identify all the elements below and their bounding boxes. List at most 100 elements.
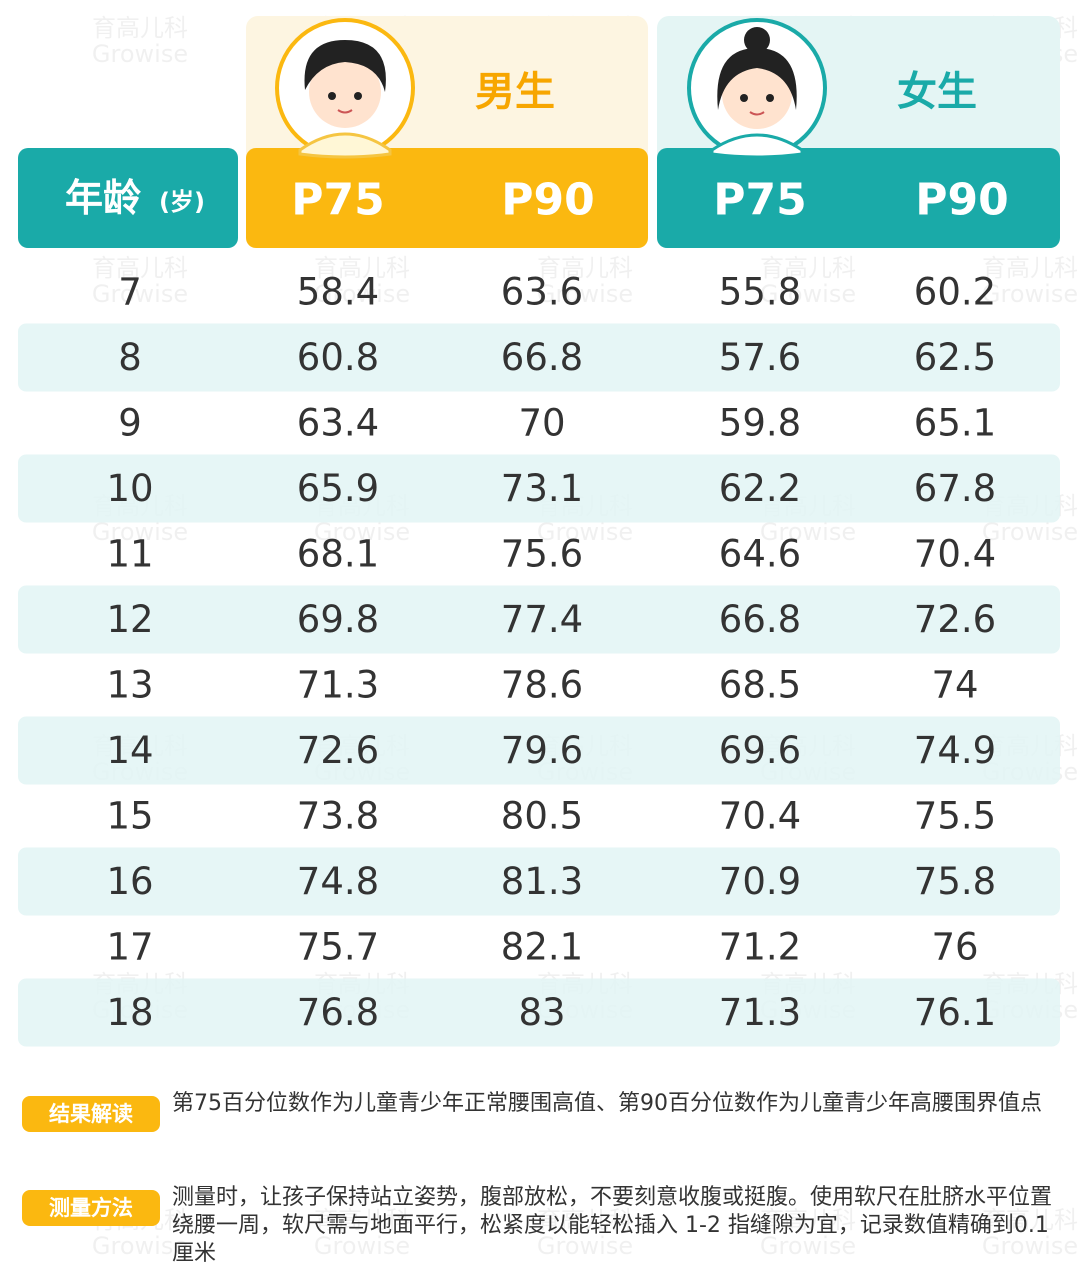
watermark-en: Growise xyxy=(760,518,856,546)
value-cell: 83 xyxy=(518,991,565,1034)
value-cell: 73.1 xyxy=(501,467,583,510)
value-cell: 79.6 xyxy=(501,729,583,772)
value-cell: 59.8 xyxy=(719,402,801,445)
value-cell: 65.1 xyxy=(914,402,996,445)
value-cell: 76.8 xyxy=(297,991,379,1034)
value-cell: 58.4 xyxy=(297,271,379,314)
value-cell: 67.8 xyxy=(914,467,996,510)
value-cell: 70.9 xyxy=(719,860,801,903)
row-stripe xyxy=(18,323,1060,392)
age-cell: 11 xyxy=(106,533,153,576)
value-cell: 69.8 xyxy=(297,598,379,641)
watermark-en: Growise xyxy=(760,280,856,308)
watermark-en: Growise xyxy=(92,280,188,308)
value-cell: 62.2 xyxy=(719,467,801,510)
girls-title: 女生 xyxy=(897,69,977,115)
watermark-cn: 育高儿科 xyxy=(982,1206,1078,1234)
value-cell: 66.8 xyxy=(501,336,583,379)
value-cell: 82.1 xyxy=(501,926,583,969)
row-stripe xyxy=(18,847,1060,916)
age-header: 年龄 xyxy=(65,176,141,220)
value-cell: 81.3 xyxy=(501,860,583,903)
column-header: P75 xyxy=(291,175,384,226)
watermark-cn: 育高儿科 xyxy=(314,254,410,282)
column-header: P90 xyxy=(915,175,1008,226)
value-cell: 64.6 xyxy=(719,533,801,576)
value-cell: 74.8 xyxy=(297,860,379,903)
age-cell: 9 xyxy=(118,402,142,445)
watermark-cn: 育高儿科 xyxy=(537,1206,633,1234)
boys-title: 男生 xyxy=(475,69,555,115)
note-text: 第75百分位数作为儿童青少年正常腰围高值、第90百分位数作为儿童青少年高腰围界值… xyxy=(172,1091,1042,1116)
value-cell: 75.7 xyxy=(297,926,379,969)
watermark-cn: 育高儿科 xyxy=(92,14,188,42)
watermark-en: Growise xyxy=(982,518,1078,546)
girls-header-band xyxy=(657,148,1060,248)
note-label: 结果解读 xyxy=(22,1096,160,1132)
watermark-en: Growise xyxy=(760,1232,856,1260)
value-cell: 77.4 xyxy=(501,598,583,641)
value-cell: 75.5 xyxy=(914,795,996,838)
value-cell: 60.8 xyxy=(297,336,379,379)
watermark-en: Growise xyxy=(537,1232,633,1260)
watermark-en: Growise xyxy=(537,280,633,308)
age-cell: 17 xyxy=(106,926,153,969)
age-header-box xyxy=(18,148,238,248)
column-header: P90 xyxy=(501,175,594,226)
value-cell: 70 xyxy=(518,402,565,445)
value-cell: 69.6 xyxy=(719,729,801,772)
watermark-en: Growise xyxy=(537,518,633,546)
watermark-en: Growise xyxy=(92,518,188,546)
age-cell: 7 xyxy=(118,271,142,314)
value-cell: 76 xyxy=(931,926,978,969)
boy-avatar xyxy=(275,18,415,159)
value-cell: 74 xyxy=(931,664,978,707)
watermark-en: Growise xyxy=(314,518,410,546)
value-cell: 73.8 xyxy=(297,795,379,838)
value-cell: 74.9 xyxy=(914,729,996,772)
note: 测量方法 测量时，让孩子保持站立姿势，腹部放松，不要刻意收腹或挺腹。使用软尺在肚… xyxy=(22,1185,1052,1268)
age-cell: 14 xyxy=(106,729,153,772)
age-cell: 8 xyxy=(118,336,142,379)
row-stripe xyxy=(18,585,1060,654)
age-cell: 10 xyxy=(106,467,153,510)
row-stripe xyxy=(18,454,1060,523)
value-cell: 72.6 xyxy=(297,729,379,772)
value-cell: 60.2 xyxy=(914,271,996,314)
watermark-en: Growise xyxy=(982,280,1078,308)
age-cell: 13 xyxy=(106,664,153,707)
age-unit: (岁) xyxy=(159,188,205,216)
age-cell: 18 xyxy=(106,991,153,1034)
value-cell: 78.6 xyxy=(501,664,583,707)
watermark-cn: 育高儿科 xyxy=(92,254,188,282)
value-cell: 76.1 xyxy=(914,991,996,1034)
value-cell: 70.4 xyxy=(914,533,996,576)
value-cell: 80.5 xyxy=(501,795,583,838)
age-cell: 15 xyxy=(106,795,153,838)
watermark-en: Growise xyxy=(314,1232,410,1260)
value-cell: 75.6 xyxy=(501,533,583,576)
value-cell: 63.4 xyxy=(297,402,379,445)
value-cell: 57.6 xyxy=(719,336,801,379)
watermark-cn: 育高儿科 xyxy=(760,254,856,282)
watermark-cn: 育高儿科 xyxy=(314,1206,410,1234)
watermark-en: Growise xyxy=(314,280,410,308)
watermark-cn: 育高儿科 xyxy=(537,254,633,282)
watermark-cn: 育高儿科 xyxy=(760,1206,856,1234)
age-cell: 12 xyxy=(106,598,153,641)
boys-header-band xyxy=(246,148,648,248)
value-cell: 65.9 xyxy=(297,467,379,510)
value-cell: 55.8 xyxy=(719,271,801,314)
value-cell: 68.1 xyxy=(297,533,379,576)
value-cell: 75.8 xyxy=(914,860,996,903)
row-stripe xyxy=(18,716,1060,785)
value-cell: 71.3 xyxy=(297,664,379,707)
watermark-en: Growise xyxy=(982,1232,1078,1260)
value-cell: 63.6 xyxy=(501,271,583,314)
note: 结果解读 第75百分位数作为儿童青少年正常腰围高值、第90百分位数作为儿童青少年… xyxy=(22,1091,1052,1132)
note-text: 测量时，让孩子保持站立姿势，腹部放松，不要刻意收腹或挺腹。使用软尺在肚脐水平位置… xyxy=(172,1185,1053,1266)
value-cell: 71.3 xyxy=(719,991,801,1034)
watermark-cn: 育高儿科 xyxy=(982,254,1078,282)
value-cell: 68.5 xyxy=(719,664,801,707)
